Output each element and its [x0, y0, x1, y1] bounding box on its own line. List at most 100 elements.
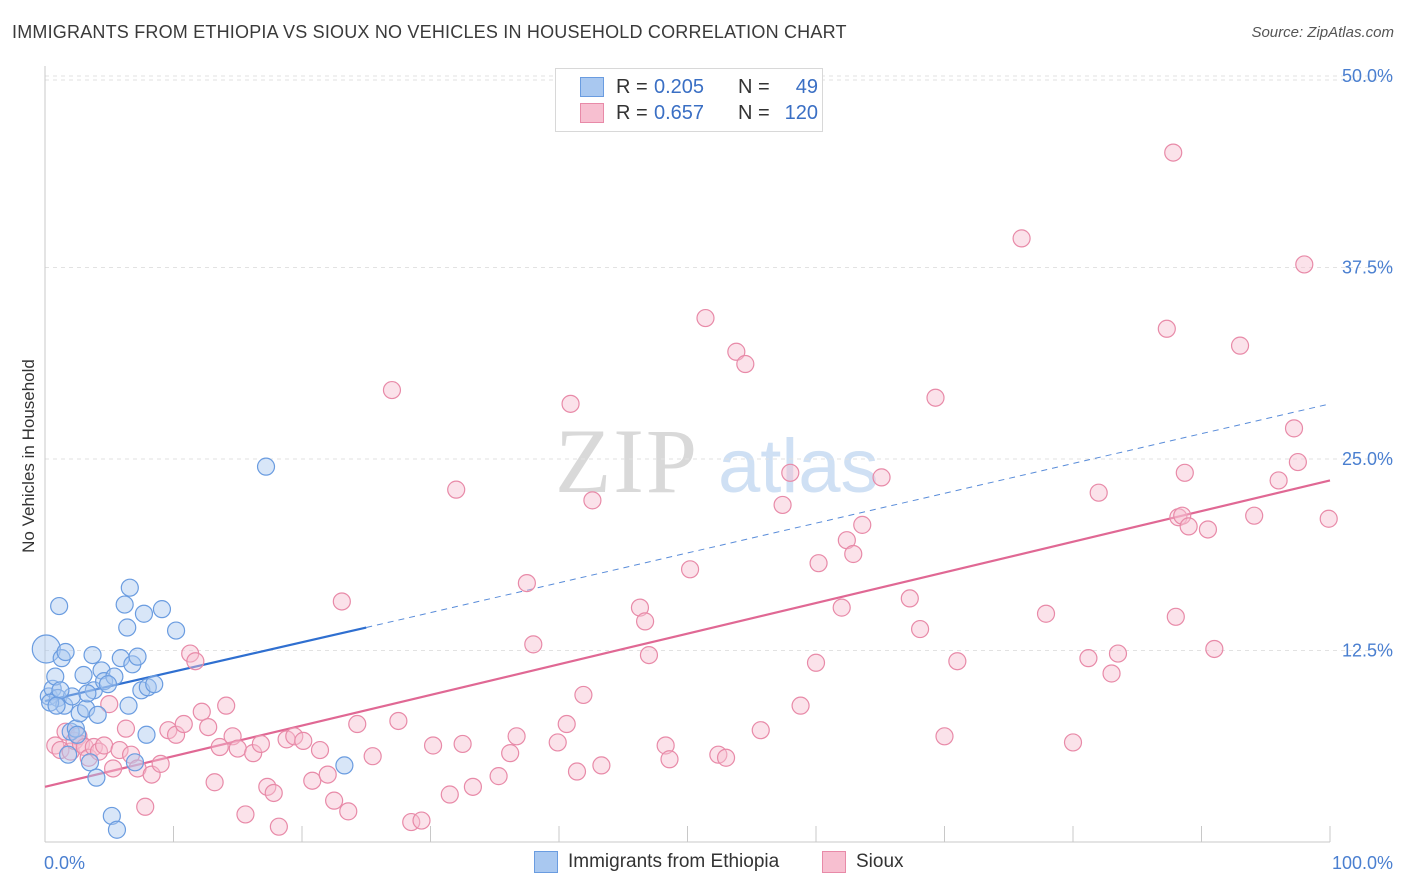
sioux-point [524, 635, 543, 654]
sioux-point [389, 711, 408, 731]
ethiopia-point [78, 684, 97, 703]
ethiopia-point [77, 699, 96, 718]
sioux-point [1063, 733, 1083, 752]
sioux-point [501, 744, 520, 763]
sioux-point [463, 777, 483, 796]
sioux-point [844, 544, 863, 564]
sioux-point [1198, 520, 1218, 539]
x-tick-label: 100.0% [1332, 853, 1393, 873]
sioux-point [423, 736, 443, 755]
sioux-point [1205, 639, 1224, 659]
sioux-point [574, 685, 593, 705]
ethiopia-point [107, 820, 127, 839]
sioux-point [332, 592, 351, 611]
sioux-point [872, 468, 891, 487]
sioux-point [1173, 506, 1192, 525]
x-tick-label: 0.0% [44, 853, 85, 873]
sioux-point [318, 765, 337, 784]
gridlines [45, 75, 1392, 651]
ethiopia-point [51, 681, 70, 700]
sioux-point [910, 619, 930, 639]
bottom-legend-ethiopia: Immigrants from Ethiopia [534, 851, 779, 873]
legend-n-label: N = [738, 75, 770, 98]
sioux-point [251, 734, 270, 754]
sioux-point [186, 652, 205, 671]
sioux-point [489, 767, 508, 786]
sioux-point [210, 737, 229, 757]
ethiopia-point [120, 578, 139, 597]
sioux-point [264, 783, 283, 803]
chart-source: Source: ZipAtlas.com [1251, 24, 1394, 41]
sioux-point [1245, 506, 1264, 525]
series-sioux [46, 143, 1338, 836]
sioux-point [1319, 509, 1338, 528]
sioux-point [310, 740, 330, 760]
sioux-point [517, 573, 536, 593]
sioux-point [635, 612, 655, 631]
ethiopia-point [166, 621, 186, 640]
ethiopia-point [68, 725, 87, 744]
sioux-point [809, 554, 828, 573]
sioux-point [561, 394, 580, 413]
ethiopia-point [55, 696, 74, 715]
sioux-point [382, 380, 402, 400]
legend-swatch-sioux [580, 103, 604, 123]
ethiopia-point [74, 665, 93, 685]
ethiopia-point [88, 705, 107, 724]
ethiopia-point [66, 719, 85, 738]
ethiopia-point [80, 753, 100, 772]
y-axis-title: No Vehicles in Household [19, 359, 38, 553]
ethiopia-point [50, 596, 69, 616]
ethiopia-point [118, 618, 137, 637]
bottom-legend-label: Sioux [856, 851, 904, 872]
ethiopia-point [115, 595, 134, 614]
sioux-point [104, 759, 123, 778]
sioux-point [453, 734, 472, 754]
sioux-point [1269, 471, 1288, 490]
watermark-atlas: atlas [718, 424, 879, 509]
sioux-point [217, 696, 236, 715]
sioux-point [1284, 419, 1304, 438]
sioux-point [294, 731, 313, 750]
sioux-point [507, 727, 526, 746]
sioux-point [696, 308, 715, 328]
sioux-point [199, 717, 218, 737]
sioux-point [656, 736, 675, 755]
y-tick-label: 25.0% [1342, 449, 1393, 469]
sioux-point [1295, 255, 1314, 274]
sioux-point [832, 598, 851, 617]
sioux-point [660, 750, 679, 769]
sioux-point [244, 744, 263, 763]
sioux-point [1157, 319, 1176, 338]
sioux-point [900, 589, 919, 608]
sioux-point [363, 747, 382, 766]
sioux-point [1036, 604, 1056, 623]
sioux-point [1166, 607, 1185, 626]
sioux-point [948, 652, 967, 671]
sioux-point [1175, 463, 1194, 482]
legend-box: R = 0.205 N = 49 R = 0.657 N = 120 [555, 68, 823, 132]
legend-n-value: 49 [795, 75, 818, 98]
legend-row-ethiopia: R = 0.205 N = 49 [580, 74, 818, 100]
sioux-point [926, 388, 945, 407]
ethiopia-point [134, 604, 154, 623]
series-ethiopia [31, 457, 354, 839]
y-tick-labels: 12.5% 25.0% 37.5% 50.0% [1342, 66, 1393, 661]
legend-r-value: 0.657 [654, 101, 705, 124]
ethiopia-point [62, 687, 82, 706]
y-tick-label: 12.5% [1342, 641, 1393, 661]
sioux-point [151, 754, 170, 773]
sioux-point [1089, 483, 1108, 502]
sioux-point [592, 756, 611, 775]
sioux-point [680, 560, 700, 579]
sioux-point [205, 773, 224, 792]
sioux-point [1012, 229, 1031, 248]
sioux-point [583, 491, 602, 510]
sioux-point [935, 727, 954, 746]
bottom-legend-sioux: Sioux [822, 851, 904, 873]
legend-n-value: 120 [784, 101, 818, 124]
ethiopia-point [102, 806, 121, 826]
ethiopia-point [335, 756, 354, 775]
sioux-point [412, 811, 431, 830]
